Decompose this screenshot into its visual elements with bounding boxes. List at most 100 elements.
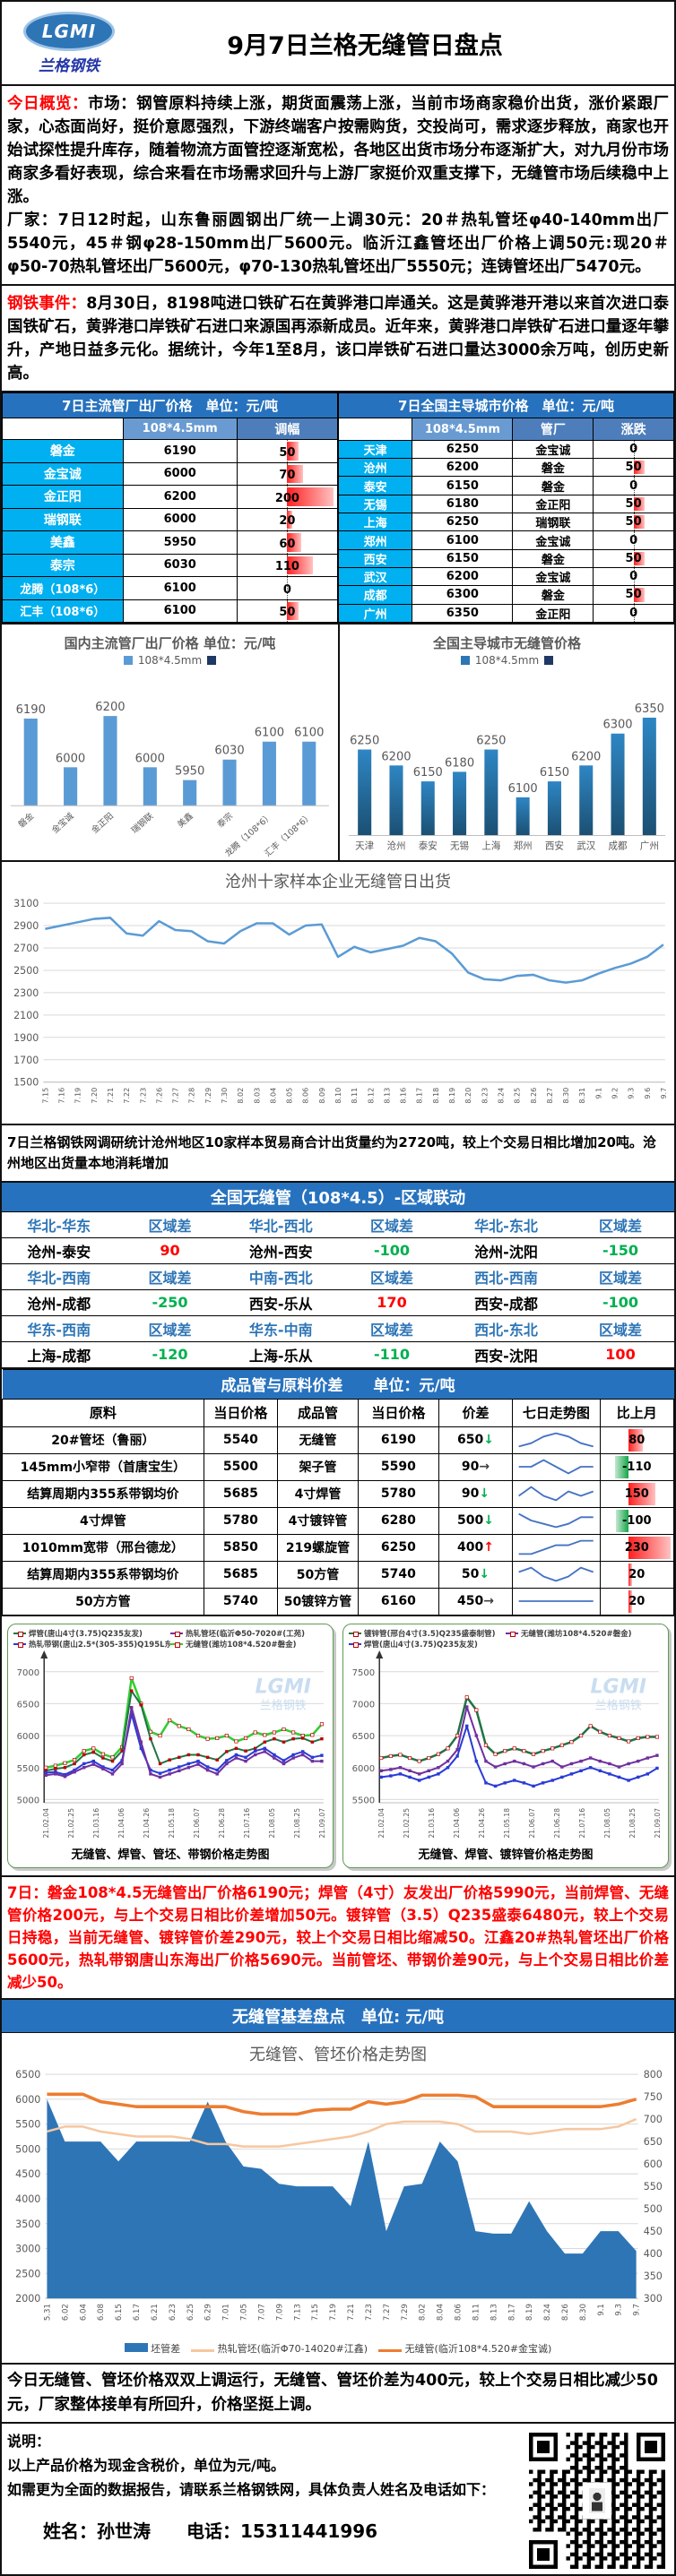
- svg-text:21.06.28: 21.06.28: [553, 1808, 561, 1839]
- legend-label: 108*4.5mm: [474, 654, 540, 667]
- city-name: 上海: [337, 513, 413, 532]
- svg-text:磐金: 磐金: [16, 810, 37, 830]
- trend-arrow-icon: →: [483, 1594, 494, 1609]
- city-name: 郑州: [337, 530, 413, 550]
- svg-text:21.07.16: 21.07.16: [578, 1808, 586, 1839]
- svg-text:8.11: 8.11: [351, 1087, 359, 1103]
- city-price: 6150: [412, 476, 514, 495]
- svg-text:7000: 7000: [17, 1668, 40, 1678]
- steel-event-label: 钢铁事件：: [7, 295, 87, 313]
- mill-change: 50: [236, 599, 339, 623]
- city-change: 50: [593, 513, 674, 532]
- mill-price: 6000: [122, 461, 238, 486]
- svg-text:4500: 4500: [15, 2168, 40, 2180]
- city-price: 6350: [412, 603, 514, 624]
- city-mill: 金正阳: [512, 603, 594, 624]
- table-row: 泰安 6150 磐金 0: [337, 476, 674, 495]
- svg-text:6500: 6500: [352, 1732, 376, 1742]
- mill-change: 70: [236, 461, 339, 486]
- svg-text:8.19: 8.19: [525, 2304, 534, 2321]
- chart-caption: 无缝管、焊管、管坯、带钢价格走势图: [71, 1848, 270, 1862]
- svg-text:4000: 4000: [15, 2193, 40, 2205]
- svg-text:9.1: 9.1: [597, 2304, 606, 2316]
- qr-code: [525, 2429, 669, 2570]
- svg-text:金宝诚: 金宝诚: [49, 810, 76, 835]
- svg-text:兰格钢铁: 兰格钢铁: [595, 1698, 642, 1712]
- svg-text:8.09: 8.09: [318, 1087, 326, 1103]
- shipment-line-plot: 3100 2900 2700 2500 2300 2100 1900 1700 1500 7.15…: [2, 892, 674, 1124]
- svg-text:21.09.07: 21.09.07: [318, 1808, 326, 1839]
- svg-text:6190: 6190: [16, 703, 46, 717]
- legend-label: 108*4.5mm: [137, 654, 203, 667]
- svg-text:6150: 6150: [413, 766, 443, 780]
- svg-text:21.08.25: 21.08.25: [628, 1808, 637, 1839]
- svg-text:6000: 6000: [135, 752, 165, 765]
- bar-charts-row: 国内主流管厂出厂价格 单位：元/吨 108*4.5mm 6190 磐金 6000 金宝…: [2, 625, 674, 862]
- svg-text:6150: 6150: [540, 766, 569, 780]
- svg-text:3000: 3000: [15, 2243, 40, 2254]
- table-row: 金正阳 6200 200: [2, 485, 339, 509]
- mill-price: 6190: [122, 439, 238, 463]
- price-diff-table: 成品管与原料价差 单位：元/吨 原料 当日价格 成品管 当日价格 价差 七日走势图 比上月 …: [2, 1368, 675, 1616]
- svg-text:9.1: 9.1: [594, 1087, 602, 1098]
- mill-name: 金正阳: [2, 485, 124, 509]
- table-row: 泰宗 6030 110: [2, 553, 339, 577]
- trend-arrow-icon: ↓: [483, 1433, 494, 1448]
- legend-item: 无缝管(潍坊108*4.520#磐金): [506, 1628, 663, 1639]
- svg-text:8.30: 8.30: [562, 1087, 570, 1103]
- sparkline-chart: [514, 1537, 598, 1558]
- svg-text:3500: 3500: [15, 2218, 40, 2230]
- svg-text:6350: 6350: [635, 702, 664, 716]
- svg-text:9.3: 9.3: [615, 2304, 624, 2316]
- chart-legend: 镀锌管(邢台4寸(3.5)Q235盛泰制管) 无缝管(潍坊108*4.520#磐…: [345, 1628, 666, 1650]
- svg-text:LGMI: LGMI: [255, 1675, 310, 1698]
- trend-plot-right: 7500 7000 6500 6000 5500 21.02.04 21.02.25 21.0…: [345, 1650, 666, 1842]
- lgmi-logo-text: 兰格钢铁: [39, 56, 100, 75]
- svg-text:9.7: 9.7: [633, 2304, 642, 2316]
- svg-text:7.01: 7.01: [222, 2304, 231, 2321]
- region-data-row: 沧州-泰安 90 沧州-西安 -100 沧州-沈阳 -150: [2, 1236, 674, 1264]
- chart-legend: 108*4.5mm: [4, 654, 336, 667]
- svg-text:8.05: 8.05: [286, 1087, 294, 1103]
- svg-text:700: 700: [644, 2114, 663, 2125]
- price-diff-row: 50方方管 5740 50镀锌方管 6160 450→ 20: [2, 1587, 675, 1616]
- svg-text:21.04.26: 21.04.26: [478, 1808, 486, 1839]
- table-row: 上海 6250 瑞钢联 50: [337, 513, 674, 532]
- svg-text:8.25: 8.25: [514, 1087, 522, 1103]
- svg-text:7.15: 7.15: [41, 1087, 49, 1103]
- sparkline-chart: [514, 1483, 598, 1504]
- svg-text:广州: 广州: [640, 841, 659, 852]
- svg-text:6.23: 6.23: [169, 2304, 178, 2321]
- city-price: 6100: [412, 530, 514, 550]
- svg-text:5950: 5950: [175, 765, 204, 779]
- legend-area-icon: [124, 2343, 148, 2353]
- svg-text:2300: 2300: [13, 987, 39, 999]
- city-mill: 磐金: [512, 458, 594, 478]
- svg-text:2100: 2100: [13, 1010, 39, 1021]
- svg-text:6100: 6100: [294, 727, 324, 740]
- city-price: 6150: [412, 548, 514, 569]
- svg-text:3100: 3100: [13, 898, 39, 909]
- mill-change: 60: [236, 530, 339, 555]
- region-data-row: 沧州-成都 -250 西安-乐从 170 西安-成都 -100: [2, 1288, 674, 1316]
- svg-text:6000: 6000: [352, 1763, 376, 1773]
- city-change: 0: [593, 566, 674, 587]
- city-mill: 金正阳: [512, 494, 594, 514]
- mill-price: 5950: [122, 530, 238, 555]
- svg-text:2900: 2900: [13, 920, 39, 932]
- mill-change: 200: [236, 485, 339, 509]
- legend-item: 热轧管坯(临沂Φ70-14020#江鑫): [191, 2341, 368, 2356]
- city-mill: 磐金: [512, 585, 594, 605]
- svg-text:21.08.05: 21.08.05: [268, 1808, 276, 1839]
- shipment-chart: 沧州十家样本企业无缝管日出货 3100 2900 2700 2500 2300 2100 1…: [2, 869, 674, 1125]
- legend-line-icon: [170, 1641, 183, 1648]
- svg-text:7.19: 7.19: [329, 2304, 338, 2321]
- mill-name: 汇丰（108*6）: [2, 599, 124, 623]
- svg-text:2700: 2700: [13, 943, 39, 954]
- sparkline-chart: [514, 1510, 598, 1531]
- svg-text:21.02.04: 21.02.04: [377, 1808, 386, 1839]
- svg-text:8.17: 8.17: [416, 1087, 424, 1103]
- legend-line-icon: [191, 2349, 215, 2353]
- svg-text:21.08.05: 21.08.05: [603, 1808, 611, 1839]
- legend-swatch-icon: [460, 656, 470, 665]
